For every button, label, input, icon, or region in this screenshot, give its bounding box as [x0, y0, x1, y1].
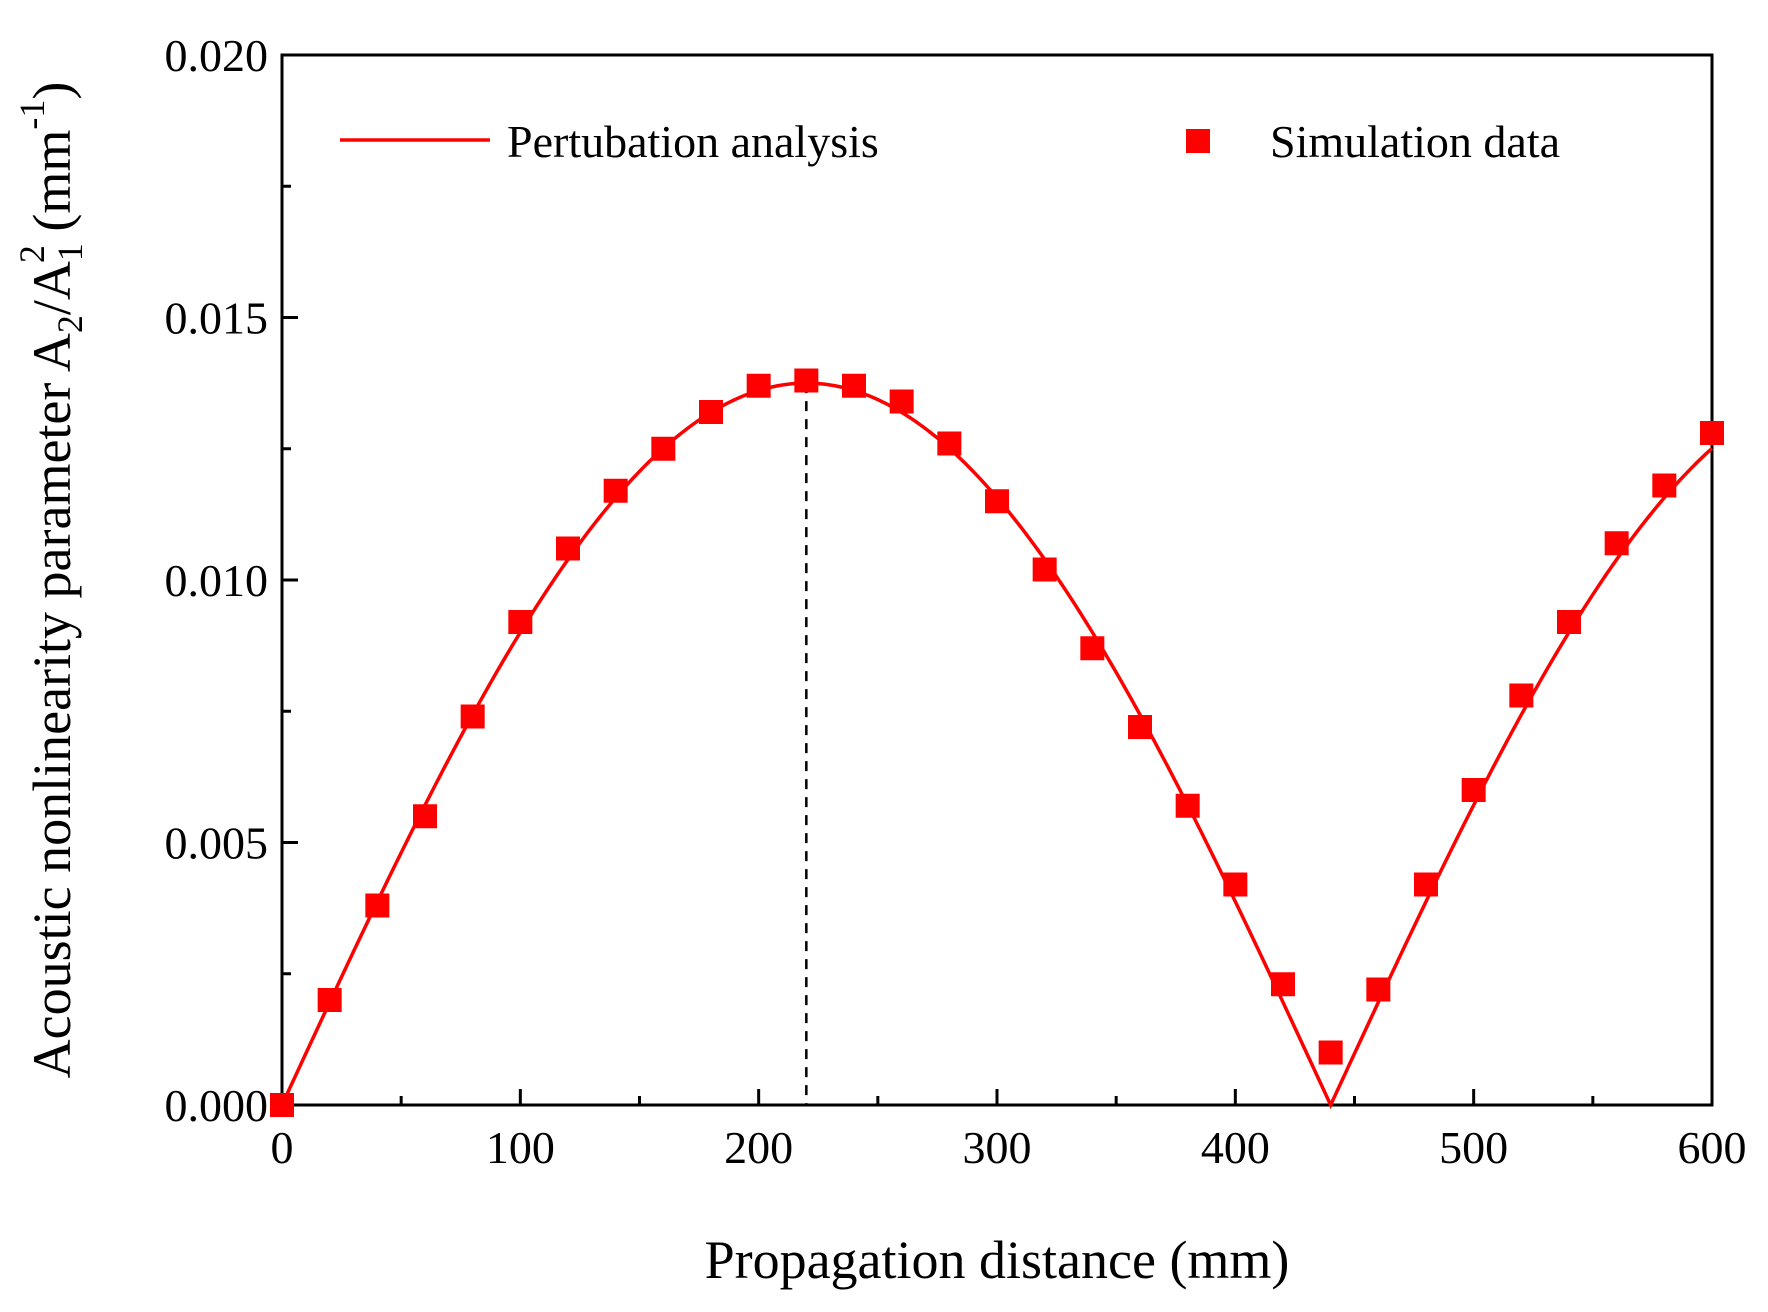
y-axis-label: Acoustic nonlinearity parameter A2/A12 (… [12, 82, 90, 1079]
data-point [889, 389, 914, 414]
data-point [699, 400, 723, 424]
x-tick-label: 500 [1439, 1122, 1508, 1173]
x-tick-label: 100 [486, 1122, 555, 1173]
legend-label-line: Pertubation analysis [507, 116, 879, 167]
data-point [1652, 473, 1677, 498]
data-point [794, 368, 819, 393]
data-point [317, 988, 342, 1012]
data-point [651, 436, 676, 461]
x-tick-label: 200 [724, 1122, 793, 1173]
data-point [1604, 531, 1629, 556]
data-point [1128, 715, 1152, 739]
legend-label-scatter: Simulation data [1270, 116, 1560, 167]
data-point [1318, 1040, 1343, 1065]
x-tick-label: 300 [963, 1122, 1032, 1173]
y-tick-label: 0.000 [165, 1080, 269, 1131]
axis-ticks [280, 53, 1714, 1107]
data-point [1175, 793, 1200, 818]
y-tick-label: 0.010 [165, 555, 269, 606]
data-point [1509, 683, 1534, 708]
x-axis-label: Propagation distance (mm) [705, 1230, 1290, 1290]
legend-square-swatch [1186, 129, 1210, 153]
plot-frame [280, 53, 1714, 1107]
x-tick-label: 0 [271, 1122, 294, 1173]
data-point [460, 704, 485, 729]
data-point [556, 536, 580, 561]
data-point [270, 1093, 294, 1117]
data-point [603, 478, 628, 503]
data-point [1032, 557, 1057, 582]
data-point [1271, 972, 1295, 997]
data-point [746, 373, 771, 398]
tick-labels: 0 100 200 300 400 500 600 0.000 0.005 0.010 0.015 0… [165, 30, 1747, 1173]
y-tick-label: 0.015 [165, 293, 269, 344]
data-point [365, 893, 390, 918]
data-point [1700, 421, 1724, 445]
data-point [1414, 872, 1438, 897]
y-tick-label: 0.020 [165, 30, 269, 81]
data-point [1366, 977, 1391, 1002]
x-tick-label: 600 [1678, 1122, 1747, 1173]
data-point [842, 373, 866, 398]
data-point [985, 489, 1009, 514]
data-point [1223, 872, 1248, 897]
data-point [1080, 636, 1105, 661]
data-point [1461, 778, 1486, 802]
y-tick-label: 0.005 [165, 818, 269, 869]
data-point [508, 610, 533, 634]
series-points-simulation-data [270, 368, 1724, 1117]
data-point [937, 431, 962, 456]
x-tick-label: 400 [1201, 1122, 1270, 1173]
data-point [413, 804, 437, 829]
legend: Pertubation analysis Simulation data [340, 116, 1560, 167]
data-point [1557, 610, 1581, 634]
